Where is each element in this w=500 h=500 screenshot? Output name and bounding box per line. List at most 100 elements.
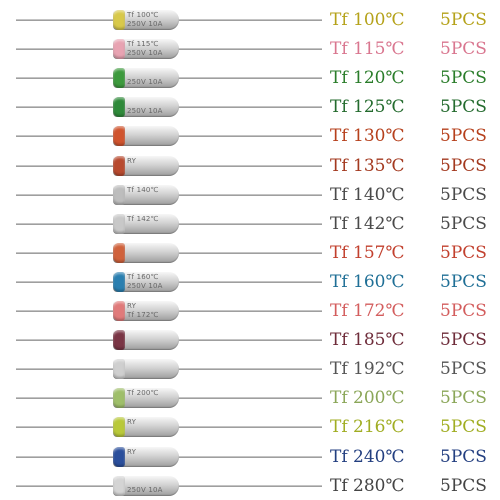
thermal-fuse-body: 250V 10A bbox=[113, 68, 179, 89]
fuse-print-line-1: RY bbox=[127, 302, 137, 310]
thermal-fuse-body: 250V 10A bbox=[113, 475, 179, 496]
quantity-label: 5PCS bbox=[440, 242, 487, 263]
thermal-fuse-body bbox=[113, 330, 179, 351]
thermal-fuse-body: RY bbox=[113, 446, 179, 467]
temperature-label: Tf 135℃ bbox=[330, 155, 405, 176]
quantity-label: 5PCS bbox=[440, 126, 487, 147]
fuse-row: Tf 115℃ 250V 10A Tf 115℃ 5PCS bbox=[0, 35, 500, 63]
thermal-fuse-body: Tf 140℃ bbox=[113, 184, 179, 205]
temperature-label: Tf 185℃ bbox=[330, 330, 405, 351]
fuse-print-line-2: Tf 172℃ bbox=[127, 311, 159, 319]
fuse-row: Tf 157℃ 5PCS bbox=[0, 239, 500, 267]
temperature-label: Tf 192℃ bbox=[330, 359, 405, 380]
thermal-fuse-body: Tf 100℃ 250V 10A bbox=[113, 10, 179, 30]
fuse-row: Tf 200℃ Tf 200℃ 5PCS bbox=[0, 384, 500, 412]
fuse-row: Tf 130℃ 5PCS bbox=[0, 122, 500, 150]
fuse-color-cap bbox=[113, 10, 125, 30]
quantity-label: 5PCS bbox=[440, 475, 487, 496]
quantity-label: 5PCS bbox=[440, 39, 487, 60]
fuse-color-cap bbox=[113, 359, 125, 380]
temperature-label: Tf 142℃ bbox=[330, 213, 405, 234]
fuse-color-cap bbox=[113, 97, 125, 118]
temperature-label: Tf 100℃ bbox=[330, 10, 405, 30]
temperature-label: Tf 125℃ bbox=[330, 97, 405, 118]
thermal-fuse-body: RY bbox=[113, 417, 179, 438]
fuse-print-line-2: 250V 10A bbox=[127, 49, 163, 58]
fuse-color-cap bbox=[113, 126, 125, 147]
fuse-color-cap bbox=[113, 68, 125, 89]
fuse-print-line-2: 250V 10A bbox=[127, 20, 163, 28]
fuse-print-line-1: Tf 200℃ bbox=[127, 389, 159, 398]
quantity-label: 5PCS bbox=[440, 97, 487, 118]
fuse-row: RY Tf 172℃ Tf 172℃ 5PCS bbox=[0, 297, 500, 325]
quantity-label: 5PCS bbox=[440, 184, 487, 205]
thermal-fuse-body: Tf 160℃ 250V 10A bbox=[113, 271, 179, 292]
quantity-label: 5PCS bbox=[440, 417, 487, 438]
fuse-print-line-1: Tf 100℃ bbox=[127, 11, 159, 19]
fuse-color-cap bbox=[113, 301, 125, 321]
thermal-fuse-body bbox=[113, 359, 179, 380]
fuse-row: 250V 10A Tf 280℃ 5PCS bbox=[0, 472, 500, 500]
fuse-color-cap bbox=[113, 446, 125, 467]
thermal-fuse-body: 250V 10A bbox=[113, 97, 179, 118]
temperature-label: Tf 120℃ bbox=[330, 68, 405, 89]
quantity-label: 5PCS bbox=[440, 213, 487, 234]
thermal-fuse-body: Tf 115℃ 250V 10A bbox=[113, 39, 179, 60]
quantity-label: 5PCS bbox=[440, 271, 487, 292]
fuse-color-cap bbox=[113, 271, 125, 292]
fuse-color-cap bbox=[113, 330, 125, 351]
fuse-color-cap bbox=[113, 417, 125, 438]
quantity-label: 5PCS bbox=[440, 446, 487, 467]
temperature-label: Tf 140℃ bbox=[330, 184, 405, 205]
temperature-label: Tf 200℃ bbox=[330, 388, 405, 409]
fuse-row: RY Tf 135℃ 5PCS bbox=[0, 152, 500, 180]
fuse-color-cap bbox=[113, 184, 125, 205]
thermal-fuse-body: Tf 142℃ bbox=[113, 213, 179, 234]
fuse-color-cap bbox=[113, 388, 125, 409]
thermal-fuse-body: Tf 200℃ bbox=[113, 388, 179, 409]
fuse-print-line-2: 250V 10A bbox=[127, 107, 163, 116]
fuse-print-line-1: RY bbox=[127, 447, 137, 456]
thermal-fuse-body: RY bbox=[113, 155, 179, 176]
fuse-print-line-2: 250V 10A bbox=[127, 78, 163, 87]
fuse-row: Tf 185℃ 5PCS bbox=[0, 326, 500, 354]
fuse-row: Tf 192℃ 5PCS bbox=[0, 355, 500, 383]
fuse-print-line-1: Tf 142℃ bbox=[127, 214, 159, 223]
temperature-label: Tf 130℃ bbox=[330, 126, 405, 147]
fuse-print-line-1: RY bbox=[127, 418, 137, 427]
thermal-fuse-body bbox=[113, 126, 179, 147]
fuse-color-cap bbox=[113, 213, 125, 234]
fuse-print-line-1: Tf 115℃ bbox=[127, 40, 159, 49]
fuse-row: RY Tf 240℃ 5PCS bbox=[0, 443, 500, 471]
fuse-row: Tf 100℃ 250V 10A Tf 100℃ 5PCS bbox=[0, 6, 500, 34]
quantity-label: 5PCS bbox=[440, 388, 487, 409]
fuse-color-cap bbox=[113, 155, 125, 176]
quantity-label: 5PCS bbox=[440, 301, 487, 321]
temperature-label: Tf 240℃ bbox=[330, 446, 405, 467]
fuse-row: RY Tf 216℃ 5PCS bbox=[0, 413, 500, 441]
fuse-print-line-1: RY bbox=[127, 156, 137, 165]
quantity-label: 5PCS bbox=[440, 68, 487, 89]
fuse-print-line-1: Tf 140℃ bbox=[127, 185, 159, 194]
fuse-row: Tf 140℃ Tf 140℃ 5PCS bbox=[0, 181, 500, 209]
fuse-row: 250V 10A Tf 125℃ 5PCS bbox=[0, 93, 500, 121]
temperature-label: Tf 157℃ bbox=[330, 242, 405, 263]
temperature-label: Tf 160℃ bbox=[330, 271, 405, 292]
fuse-color-cap bbox=[113, 39, 125, 60]
fuse-print-line-1: Tf 160℃ bbox=[127, 272, 159, 281]
temperature-label: Tf 216℃ bbox=[330, 417, 405, 438]
quantity-label: 5PCS bbox=[440, 10, 487, 30]
fuse-color-cap bbox=[113, 242, 125, 263]
temperature-label: Tf 280℃ bbox=[330, 475, 405, 496]
thermal-fuse-body bbox=[113, 242, 179, 263]
fuse-color-cap bbox=[113, 475, 125, 496]
quantity-label: 5PCS bbox=[440, 330, 487, 351]
fuse-row: Tf 142℃ Tf 142℃ 5PCS bbox=[0, 210, 500, 238]
temperature-label: Tf 115℃ bbox=[330, 39, 405, 60]
fuse-row: 250V 10A Tf 120℃ 5PCS bbox=[0, 64, 500, 92]
fuse-row: Tf 160℃ 250V 10A Tf 160℃ 5PCS bbox=[0, 268, 500, 296]
quantity-label: 5PCS bbox=[440, 359, 487, 380]
temperature-label: Tf 172℃ bbox=[330, 301, 405, 321]
quantity-label: 5PCS bbox=[440, 155, 487, 176]
